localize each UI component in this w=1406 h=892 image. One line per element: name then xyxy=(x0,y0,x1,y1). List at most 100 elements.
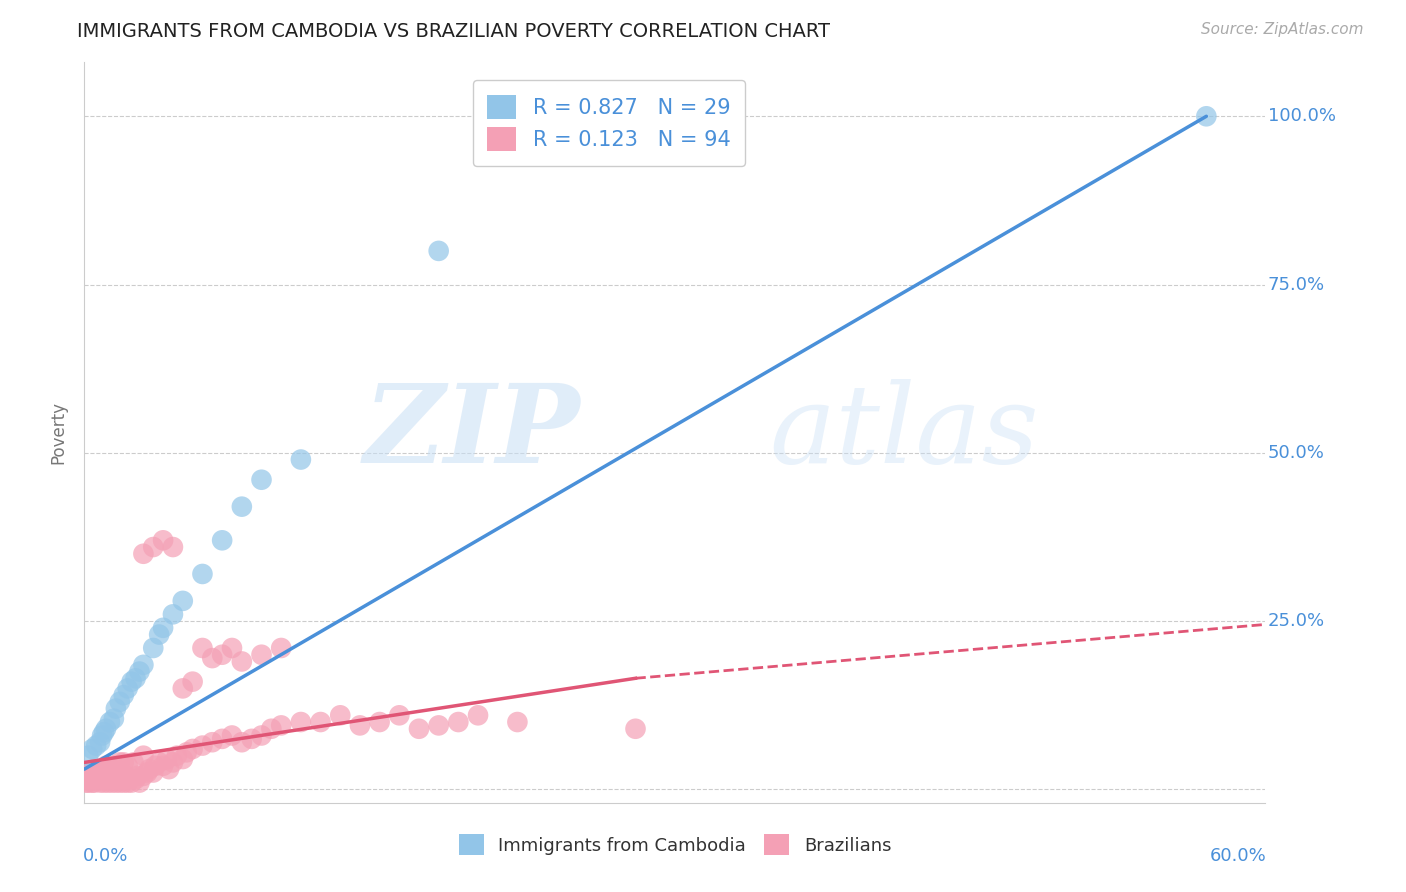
Point xyxy=(148,756,170,770)
Point xyxy=(427,718,450,732)
Point xyxy=(148,627,170,641)
Point xyxy=(250,648,273,662)
Point xyxy=(108,775,131,789)
Point xyxy=(124,772,146,787)
Point xyxy=(142,540,165,554)
Point xyxy=(624,722,647,736)
Point xyxy=(349,718,371,732)
Point xyxy=(87,762,110,776)
Point xyxy=(181,742,204,756)
Point xyxy=(117,758,139,772)
Text: 75.0%: 75.0% xyxy=(1268,276,1324,293)
Point xyxy=(162,540,184,554)
Text: ZIP: ZIP xyxy=(364,379,581,486)
Point xyxy=(231,655,253,669)
Point xyxy=(107,769,129,783)
Point xyxy=(176,745,198,759)
Point xyxy=(83,775,105,789)
Point xyxy=(103,772,125,787)
Point xyxy=(77,775,100,789)
Point xyxy=(136,765,159,780)
Point xyxy=(112,756,135,770)
Point xyxy=(132,547,155,561)
Text: 0.0%: 0.0% xyxy=(83,847,128,865)
Point xyxy=(388,708,411,723)
Point xyxy=(142,765,165,780)
Text: IMMIGRANTS FROM CAMBODIA VS BRAZILIAN POVERTY CORRELATION CHART: IMMIGRANTS FROM CAMBODIA VS BRAZILIAN PO… xyxy=(77,22,831,41)
Point xyxy=(408,722,430,736)
Point xyxy=(172,594,194,608)
Point xyxy=(91,772,114,787)
Point xyxy=(156,752,179,766)
Point xyxy=(467,708,489,723)
Point xyxy=(87,772,110,787)
Point xyxy=(89,775,111,789)
Point xyxy=(79,765,101,780)
Point xyxy=(104,701,127,715)
Point xyxy=(447,714,470,729)
Point xyxy=(112,775,135,789)
Point xyxy=(329,708,352,723)
Point xyxy=(79,772,101,787)
Point xyxy=(118,772,141,787)
Point xyxy=(89,765,111,780)
Point xyxy=(162,756,184,770)
Point xyxy=(270,640,292,655)
Point xyxy=(152,621,174,635)
Point xyxy=(112,688,135,702)
Point xyxy=(132,748,155,763)
Point xyxy=(128,775,150,789)
Point xyxy=(157,762,180,776)
Point xyxy=(93,725,115,739)
Point xyxy=(162,607,184,622)
Point xyxy=(260,722,283,736)
Point xyxy=(250,473,273,487)
Point xyxy=(122,756,145,770)
Point xyxy=(117,775,139,789)
Point xyxy=(191,566,214,581)
Point xyxy=(250,729,273,743)
Point xyxy=(191,640,214,655)
Point xyxy=(121,775,143,789)
Point xyxy=(111,772,134,787)
Point xyxy=(98,714,121,729)
Point xyxy=(104,775,127,789)
Point xyxy=(201,651,224,665)
Point xyxy=(103,758,125,772)
Point xyxy=(82,742,104,756)
Point xyxy=(138,762,160,776)
Point xyxy=(166,748,188,763)
Point xyxy=(75,775,97,789)
Point xyxy=(93,775,115,789)
Text: 100.0%: 100.0% xyxy=(1268,107,1336,125)
Point xyxy=(77,748,100,763)
Point xyxy=(1195,109,1218,123)
Point xyxy=(124,671,146,685)
Point xyxy=(142,640,165,655)
Legend: Immigrants from Cambodia, Brazilians: Immigrants from Cambodia, Brazilians xyxy=(446,822,904,868)
Point xyxy=(91,729,114,743)
Point xyxy=(211,731,233,746)
Point xyxy=(211,533,233,548)
Point xyxy=(506,714,529,729)
Point xyxy=(101,762,124,776)
Point xyxy=(103,712,125,726)
Text: 25.0%: 25.0% xyxy=(1268,612,1324,630)
Point xyxy=(290,452,312,467)
Point xyxy=(117,681,139,696)
Point xyxy=(84,739,107,753)
Point xyxy=(172,681,194,696)
Text: atlas: atlas xyxy=(769,379,1039,486)
Point xyxy=(152,758,174,772)
Point xyxy=(290,714,312,729)
Point xyxy=(108,756,131,770)
Point xyxy=(427,244,450,258)
Point xyxy=(221,729,243,743)
Point xyxy=(97,775,120,789)
Text: Source: ZipAtlas.com: Source: ZipAtlas.com xyxy=(1201,22,1364,37)
Point xyxy=(201,735,224,749)
Text: 60.0%: 60.0% xyxy=(1209,847,1267,865)
Point xyxy=(152,533,174,548)
Point xyxy=(89,735,111,749)
Point xyxy=(82,775,104,789)
